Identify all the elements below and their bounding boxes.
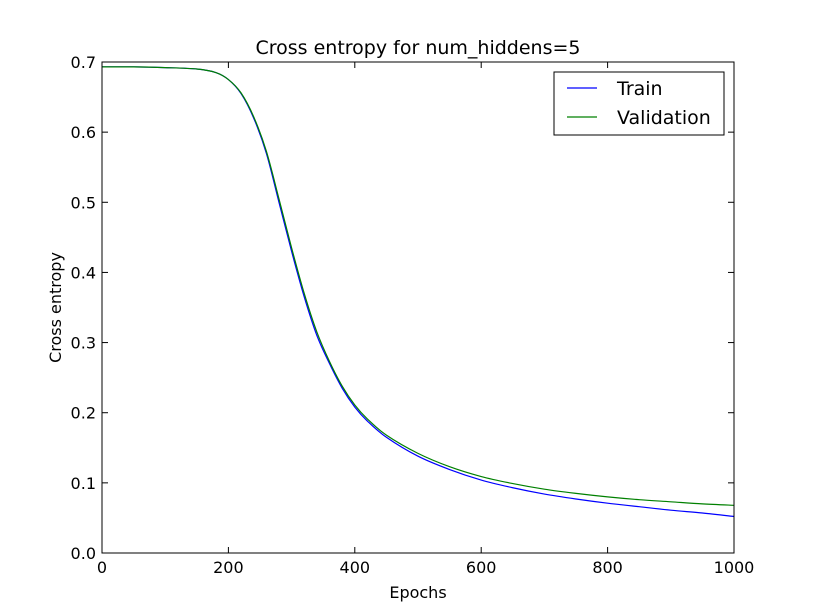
x-tick-label: 1000 xyxy=(714,558,755,577)
y-tick-label: 0.7 xyxy=(71,53,96,72)
x-tick-label: 400 xyxy=(340,558,371,577)
y-tick-label: 0.3 xyxy=(71,334,96,353)
axis-ticks: 0 200 400 600 800 1000 0.0 0.1 0.2 0.3 0.4 0.5 0.6 0.… xyxy=(71,53,755,577)
x-tick-label: 0 xyxy=(97,558,107,577)
series-lines xyxy=(101,66,735,518)
y-tick-label: 0.4 xyxy=(71,263,96,282)
y-tick-label: 0.5 xyxy=(71,193,96,212)
y-tick-label: 0.6 xyxy=(71,123,96,142)
y-tick-label: 0.1 xyxy=(71,474,96,493)
chart-title: Cross entropy for num_hiddens=5 xyxy=(255,37,580,59)
legend-label-validation: Validation xyxy=(617,107,711,129)
x-tick-label: 800 xyxy=(592,558,623,577)
plot-frame xyxy=(101,61,735,554)
y-tick-label: 0.0 xyxy=(71,544,96,563)
x-tick-label: 600 xyxy=(466,558,497,577)
x-tick-label: 200 xyxy=(213,558,244,577)
series-line-validation xyxy=(101,66,735,506)
legend-box xyxy=(553,71,725,136)
x-axis-label: Epochs xyxy=(389,583,446,602)
legend: Train Validation xyxy=(553,71,725,136)
y-tick-label: 0.2 xyxy=(71,404,96,423)
legend-label-train: Train xyxy=(616,78,663,100)
y-axis-label: Cross entropy xyxy=(46,252,65,363)
